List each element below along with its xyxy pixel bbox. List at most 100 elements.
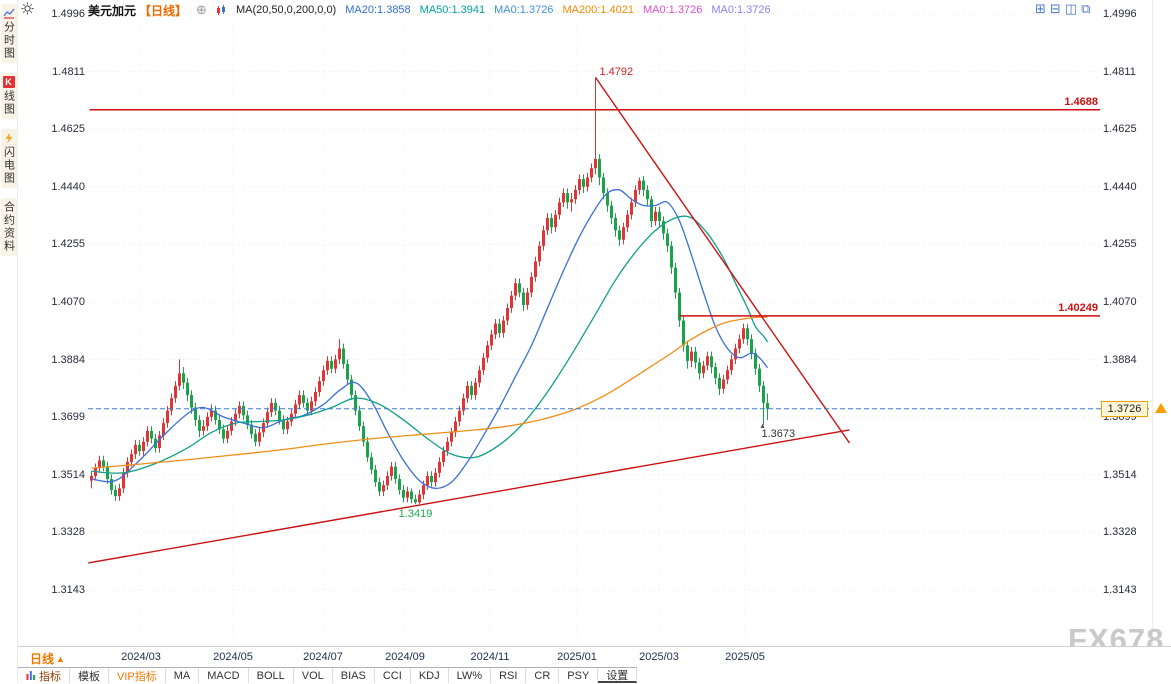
y-axis-label-left: 1.3328 — [51, 526, 85, 539]
y-axis-label-right: 1.4996 — [1103, 8, 1137, 20]
y-axis-label-left: 1.3514 — [51, 468, 85, 481]
ma-value-readouts: MA20:1.3858 MA50:1.3941 MA0:1.3726 MA200:1.… — [345, 4, 770, 16]
x-axis-label: 2024/05 — [213, 651, 253, 663]
sidebar-item-time-share-chart[interactable]: 分时图 — [0, 4, 17, 63]
tab-label: PSY — [567, 669, 590, 682]
tab-indicators[interactable]: 指标 — [18, 668, 70, 683]
current-price-marker-icon — [1155, 402, 1167, 413]
level-price-label: 1.4688 — [1064, 95, 1098, 108]
tab-rsi[interactable]: RSI — [491, 668, 527, 683]
add-indicator-icon[interactable]: ⊕ — [196, 2, 207, 17]
y-axis-label-right: 1.4255 — [1103, 238, 1137, 251]
tab-label: 指标 — [39, 670, 61, 683]
ma-value-label: MA0:1.3726 — [643, 4, 703, 16]
y-axis-label-left: 1.4255 — [51, 238, 85, 251]
ma-line-ma50 — [91, 215, 769, 474]
layout-rows-icon[interactable]: ⊟ — [1049, 1, 1061, 16]
kline-badge-icon: K — [2, 76, 15, 88]
tab-label: VOL — [301, 669, 324, 682]
ma-value-label: MA20:1.3858 — [345, 4, 411, 16]
trend-line-1[interactable] — [594, 77, 851, 444]
tab-label: CR — [534, 669, 551, 682]
tab-boll[interactable]: BOLL — [248, 668, 294, 683]
y-axis-label-right: 1.4625 — [1103, 123, 1137, 136]
period-tag: 【日线】 — [139, 3, 188, 18]
y-axis-label-right: 1.4440 — [1103, 180, 1137, 193]
indicator-tab-bar: 指标 模板 VIP指标 MA MACD BOLL VOL BIAS CCI KDJ LW% RSI CR… — [18, 667, 638, 683]
tab-label: BIAS — [340, 669, 366, 682]
y-axis-label-left: 1.4070 — [51, 296, 85, 308]
tab-cr[interactable]: CR — [526, 668, 560, 683]
sidebar-item-kline-chart[interactable]: K 线图 — [0, 73, 17, 119]
sidebar-item-label: 合约资料 — [2, 201, 15, 253]
y-axis-label-left: 1.4440 — [51, 180, 85, 193]
y-axis-label-right: 1.4811 — [1103, 65, 1136, 78]
sidebar-item-label: 分时图 — [2, 21, 15, 60]
tab-settings[interactable]: 设置 — [598, 668, 638, 683]
y-axis-label-left: 1.4811 — [52, 65, 85, 78]
tab-templates[interactable]: 模板 — [70, 668, 109, 683]
ma-value-label: MA50:1.3941 — [419, 4, 486, 16]
tab-label: CCI — [382, 669, 402, 682]
tab-label: RSI — [499, 669, 518, 682]
indicator-icon — [26, 671, 36, 680]
tab-psy[interactable]: PSY — [559, 668, 599, 683]
tab-label: LW% — [456, 669, 483, 682]
new-window-icon[interactable]: ⧉ — [1081, 1, 1091, 16]
tab-label: MACD — [207, 669, 240, 682]
tab-bias[interactable]: BIAS — [332, 668, 375, 683]
tab-label: 模板 — [78, 670, 100, 683]
x-axis-label: 2024/11 — [470, 651, 510, 663]
y-axis-label-left: 1.4996 — [51, 8, 85, 20]
tab-vol[interactable]: VOL — [293, 668, 333, 683]
ma-value-label: MA0:1.3726 — [711, 4, 771, 16]
ma-settings-label[interactable]: MA(20,50,0,200,0,0) — [235, 4, 337, 16]
tab-label: MA — [173, 669, 191, 682]
tab-macd[interactable]: MACD — [199, 668, 249, 683]
tab-label: BOLL — [256, 669, 285, 682]
tab-vip-indicators[interactable]: VIP指标 — [109, 668, 166, 683]
y-axis-label-left: 1.3699 — [51, 411, 85, 424]
x-axis-label: 2024/03 — [121, 651, 161, 663]
sidebar-item-contract-info[interactable]: 合约资料 — [0, 198, 17, 256]
tab-kdj[interactable]: KDJ — [410, 668, 449, 683]
tab-lw[interactable]: LW% — [448, 668, 492, 683]
price-annotation: 1.4792 — [599, 65, 634, 78]
y-axis-label-right: 1.3328 — [1103, 526, 1137, 539]
sidebar: 分时图 K 线图闪电图合约资料 — [0, 0, 18, 683]
tab-label: 设置 — [606, 669, 629, 682]
sidebar-item-flash-chart[interactable]: 闪电图 — [0, 129, 17, 188]
x-axis-label: 2025/03 — [639, 651, 679, 663]
y-axis-label-left: 1.3884 — [51, 353, 85, 366]
ma-value-label: MA200:1.4021 — [562, 4, 634, 16]
y-axis-label-left: 1.3143 — [51, 584, 85, 596]
tab-ma[interactable]: MA — [165, 668, 200, 683]
x-axis-label: 2025/05 — [725, 651, 765, 663]
layout-columns-icon[interactable]: ◫ — [1064, 1, 1078, 16]
timeline-chart-icon — [3, 8, 14, 19]
brightness-icon[interactable] — [21, 2, 34, 20]
tab-cci[interactable]: CCI — [374, 668, 411, 683]
trend-line-2[interactable] — [88, 429, 850, 564]
tab-label: VIP指标 — [117, 670, 157, 683]
period-selector[interactable]: 日线 ▲ — [30, 650, 65, 667]
y-axis-label-right: 1.3143 — [1103, 584, 1137, 596]
ma-line-ma20 — [91, 188, 769, 490]
lightning-chart-icon — [5, 132, 12, 144]
x-axis-label: 2025/01 — [557, 651, 597, 663]
current-price-tag: 1.3726 — [1101, 400, 1148, 417]
sidebar-item-label: 线图 — [2, 90, 15, 116]
chart-header: 美元加元 【日线】 ⊕ MA(20,50,0,200,0,0) MA20:1.3… — [88, 2, 771, 18]
symbol-name: 美元加元 — [88, 3, 137, 18]
tab-label: KDJ — [418, 669, 440, 682]
sidebar-item-label: 闪电图 — [2, 146, 15, 185]
price-annotation: 1.3419 — [398, 507, 433, 520]
y-axis-label-right: 1.3884 — [1103, 353, 1137, 366]
y-axis-label-left: 1.4625 — [51, 123, 85, 136]
layout-grid-icon[interactable]: ⊞ — [1035, 1, 1046, 16]
ma-line-ma200 — [91, 316, 768, 469]
x-axis-row: 日线 ▲ 2024/03 2024/05 2024/07 2024/09 2024/11 2… — [0, 646, 1171, 667]
axis-divider — [1152, 0, 1153, 646]
